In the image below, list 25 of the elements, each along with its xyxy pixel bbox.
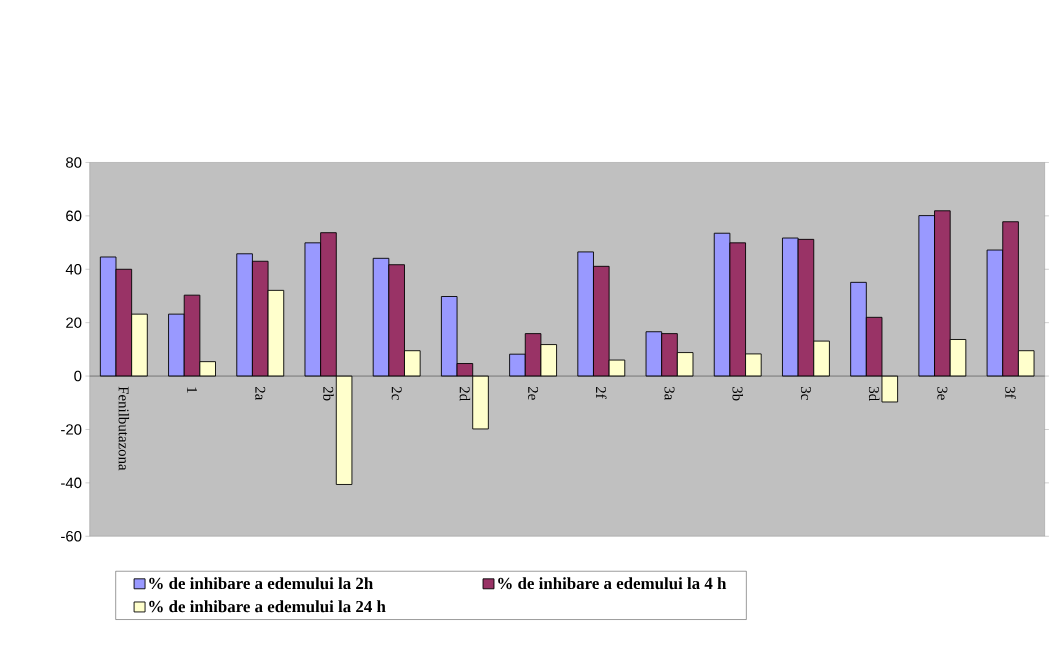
x-tick-label: 3b — [732, 387, 743, 401]
y-tick-label: -20 — [61, 424, 82, 435]
x-tick-label: 2b — [323, 386, 334, 401]
x-tick-label: 2e — [528, 386, 539, 400]
y-tick-label: -40 — [61, 477, 82, 489]
y-tick-label: 40 — [65, 264, 82, 275]
x-tick-label: 3e — [937, 387, 948, 400]
x-tick-label: 3f — [1005, 387, 1016, 399]
x-tick-label: 2a — [255, 386, 266, 401]
x-tick-label: 2f — [596, 386, 607, 399]
x-tick-label: 1 — [187, 387, 197, 393]
legend-label: % de inhibare a edemului la 2h — [149, 577, 373, 590]
y-tick-label: 20 — [66, 317, 82, 328]
y-tick-label: 80 — [66, 157, 82, 168]
x-tick-label: 2c — [391, 386, 402, 400]
x-tick-label: 3a — [664, 387, 675, 401]
x-tick-label: Fenilbutazona — [118, 386, 130, 471]
x-tick-label: 3c — [800, 387, 811, 400]
x-tick-label: 2d — [459, 386, 471, 401]
x-tick-label: 3d — [868, 387, 880, 401]
legend-label: % de inhibare a edemului la 4 h — [498, 577, 727, 590]
legend-label: % de inhibare a edemului la 24 h — [149, 600, 386, 613]
y-tick-label: -60 — [61, 531, 82, 542]
y-tick-label: 60 — [66, 210, 82, 222]
y-tick-label: 0 — [74, 370, 82, 382]
